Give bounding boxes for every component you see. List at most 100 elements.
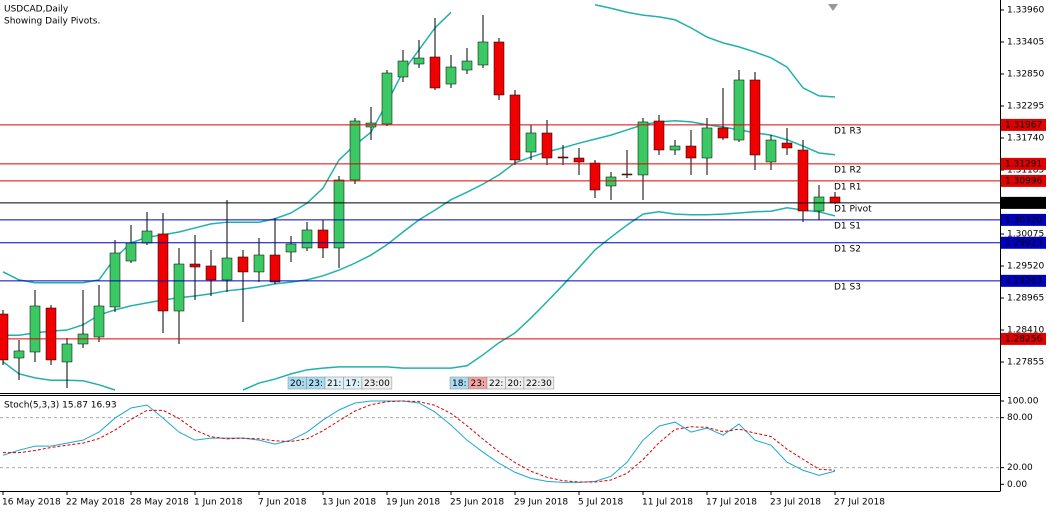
candle-body — [141, 230, 153, 244]
candle-body — [413, 57, 425, 65]
candle-body — [157, 233, 169, 312]
level-price-box — [1001, 274, 1046, 287]
candle-body — [621, 173, 633, 176]
y-tick-label: 1.32850 — [1007, 69, 1044, 79]
candle-body — [637, 121, 649, 176]
x-tick-label: 16 May 2018 — [2, 498, 61, 508]
stoch-plot — [0, 400, 1000, 483]
level-label: D1 S3 — [834, 282, 861, 292]
level-label: D1 R3 — [834, 126, 862, 136]
candle-body — [349, 120, 361, 181]
candle-body — [333, 179, 345, 249]
level-price-box — [1001, 174, 1046, 187]
level-price-box — [1001, 213, 1046, 226]
x-tick-label: 25 Jun 2018 — [450, 498, 504, 508]
candle-body — [541, 132, 553, 159]
candle-body — [669, 145, 681, 151]
level-price-box — [1001, 196, 1046, 209]
y-tick-label: 1.27855 — [1007, 358, 1044, 368]
candle-body — [477, 41, 489, 66]
candle-body — [717, 127, 729, 139]
y-tick-label: 1.28965 — [1007, 294, 1044, 304]
candle-body — [733, 79, 745, 141]
candle-body — [221, 257, 233, 281]
candle-body — [45, 307, 57, 361]
candle-body — [653, 120, 665, 151]
y-tick-label: 1.33405 — [1007, 37, 1044, 47]
time-label: 20: — [290, 379, 304, 389]
main-plot: D1 R3 D1 R2 D1 R1 D1 Pivot D1 S1 D1 S2 D1 S3 20… — [0, 4, 1000, 391]
level-price-label: 1.30320 — [1005, 215, 1042, 225]
candle-body — [93, 305, 105, 338]
candle-body — [317, 229, 329, 249]
stoch-line — [3, 400, 836, 483]
level-price-box — [1001, 118, 1046, 131]
axes: 1.33960 1.33405 1.32850 1.32295 1.31740 1.311… — [2, 5, 1046, 508]
y-tick-label: 1.33960 — [1007, 5, 1044, 15]
chart-title: USDCAD,Daily — [4, 5, 69, 15]
candle-body — [749, 79, 761, 156]
candle-body — [829, 196, 841, 204]
candle-body — [429, 56, 441, 89]
level-price-box — [1001, 332, 1046, 345]
y-tick-label: 20.00 — [1007, 463, 1033, 473]
time-label: 23:00 — [364, 379, 390, 389]
y-tick-label: 1.30075 — [1007, 230, 1044, 240]
time-box — [523, 376, 555, 390]
time-box — [361, 376, 393, 390]
time-label: 17: — [345, 379, 359, 389]
x-tick-label: 27 Jul 2018 — [834, 498, 885, 508]
time-label: 22:30 — [526, 379, 552, 389]
candle-body — [573, 157, 585, 163]
candle-body — [109, 252, 121, 308]
time-label: 22: — [489, 379, 503, 389]
candle-body — [205, 265, 217, 281]
x-tick-label: 13 Jun 2018 — [322, 498, 376, 508]
chart-shift-marker — [828, 4, 838, 11]
x-tick-label: 5 Jul 2018 — [578, 498, 623, 508]
bollinger-band — [2, 207, 836, 391]
candle-body — [173, 263, 185, 312]
level-label: D1 R1 — [834, 182, 862, 192]
y-tick-label: 0.00 — [1007, 480, 1027, 490]
level-price-label: 1.30615 — [1005, 198, 1042, 208]
candle-body — [685, 145, 697, 159]
x-tick-label: 23 Jul 2018 — [770, 498, 821, 508]
candle-body — [237, 256, 249, 273]
level-label: D1 S2 — [834, 244, 861, 254]
level-price-box — [1001, 157, 1046, 170]
candle-body — [605, 176, 617, 187]
candle-body — [445, 66, 457, 85]
x-tick-label: 22 May 2018 — [66, 498, 125, 508]
time-label: 23: — [308, 379, 322, 389]
candle-body — [509, 94, 521, 161]
candle-body — [253, 254, 265, 273]
x-tick-label: 1 Jun 2018 — [194, 498, 243, 508]
candle-body — [13, 350, 25, 359]
level-price-label: 1.29923 — [1005, 238, 1042, 248]
y-tick-label: 80.00 — [1007, 413, 1033, 423]
candle-body — [301, 229, 313, 249]
candle-body — [61, 343, 73, 363]
time-label: 20: — [507, 379, 521, 389]
time-label: 21: — [327, 379, 341, 389]
level-price-label: 1.30996 — [1005, 176, 1042, 186]
x-tick-label: 29 Jun 2018 — [514, 498, 568, 508]
candle-body — [397, 60, 409, 78]
level-label: D1 S1 — [834, 221, 861, 231]
level-price-label: 1.31967 — [1005, 120, 1042, 130]
candle-body — [285, 243, 297, 253]
candle-body — [589, 162, 601, 191]
y-tick-label: 1.31185 — [1007, 166, 1044, 176]
candle-body — [493, 41, 505, 96]
candle-body — [813, 196, 825, 212]
indicator-title: Stoch(5,3,3) 15.87 16.93 — [4, 401, 117, 411]
level-price-box — [1001, 236, 1046, 249]
x-tick-label: 7 Jun 2018 — [258, 498, 307, 508]
candle-body — [269, 254, 281, 283]
candle-body — [461, 60, 473, 71]
candle-body — [701, 127, 713, 159]
